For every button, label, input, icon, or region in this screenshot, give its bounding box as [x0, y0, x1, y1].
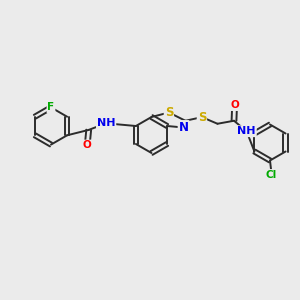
Text: O: O: [83, 140, 92, 151]
Text: F: F: [47, 102, 55, 112]
Text: O: O: [230, 100, 239, 110]
Text: NH: NH: [97, 118, 116, 128]
Text: NH: NH: [237, 126, 256, 136]
Text: Cl: Cl: [266, 170, 277, 180]
Text: S: S: [165, 106, 173, 119]
Text: S: S: [198, 111, 206, 124]
Text: N: N: [178, 121, 189, 134]
